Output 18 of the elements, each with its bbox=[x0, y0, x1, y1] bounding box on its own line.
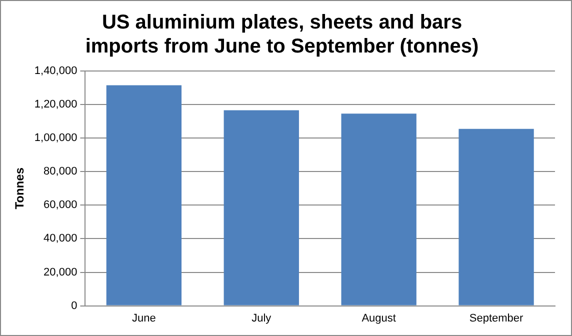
bar bbox=[341, 114, 416, 306]
bar bbox=[458, 128, 534, 306]
y-tick-label: 80,000 bbox=[44, 166, 78, 178]
x-tick-label: June bbox=[132, 312, 156, 324]
bar bbox=[106, 85, 182, 306]
y-tick-label: 60,000 bbox=[44, 199, 78, 212]
bar bbox=[224, 110, 299, 306]
x-tick-label: September bbox=[469, 312, 524, 324]
chart-title: US aluminium plates, sheets and bars imports from June to September (tonnes) bbox=[85, 12, 479, 58]
y-tick-label: 0 bbox=[71, 300, 78, 312]
y-tick-label: 1,40,000 bbox=[34, 65, 78, 78]
y-tick-label: 20,000 bbox=[44, 266, 78, 278]
y-tick-label: 1,00,000 bbox=[34, 132, 78, 144]
y-tick-label: 1,20,000 bbox=[34, 98, 78, 111]
x-tick-label: July bbox=[252, 312, 272, 324]
y-tick-label: 40,000 bbox=[44, 232, 78, 245]
y-axis-title: Tonnes bbox=[12, 167, 27, 210]
x-tick-label: August bbox=[362, 312, 396, 324]
